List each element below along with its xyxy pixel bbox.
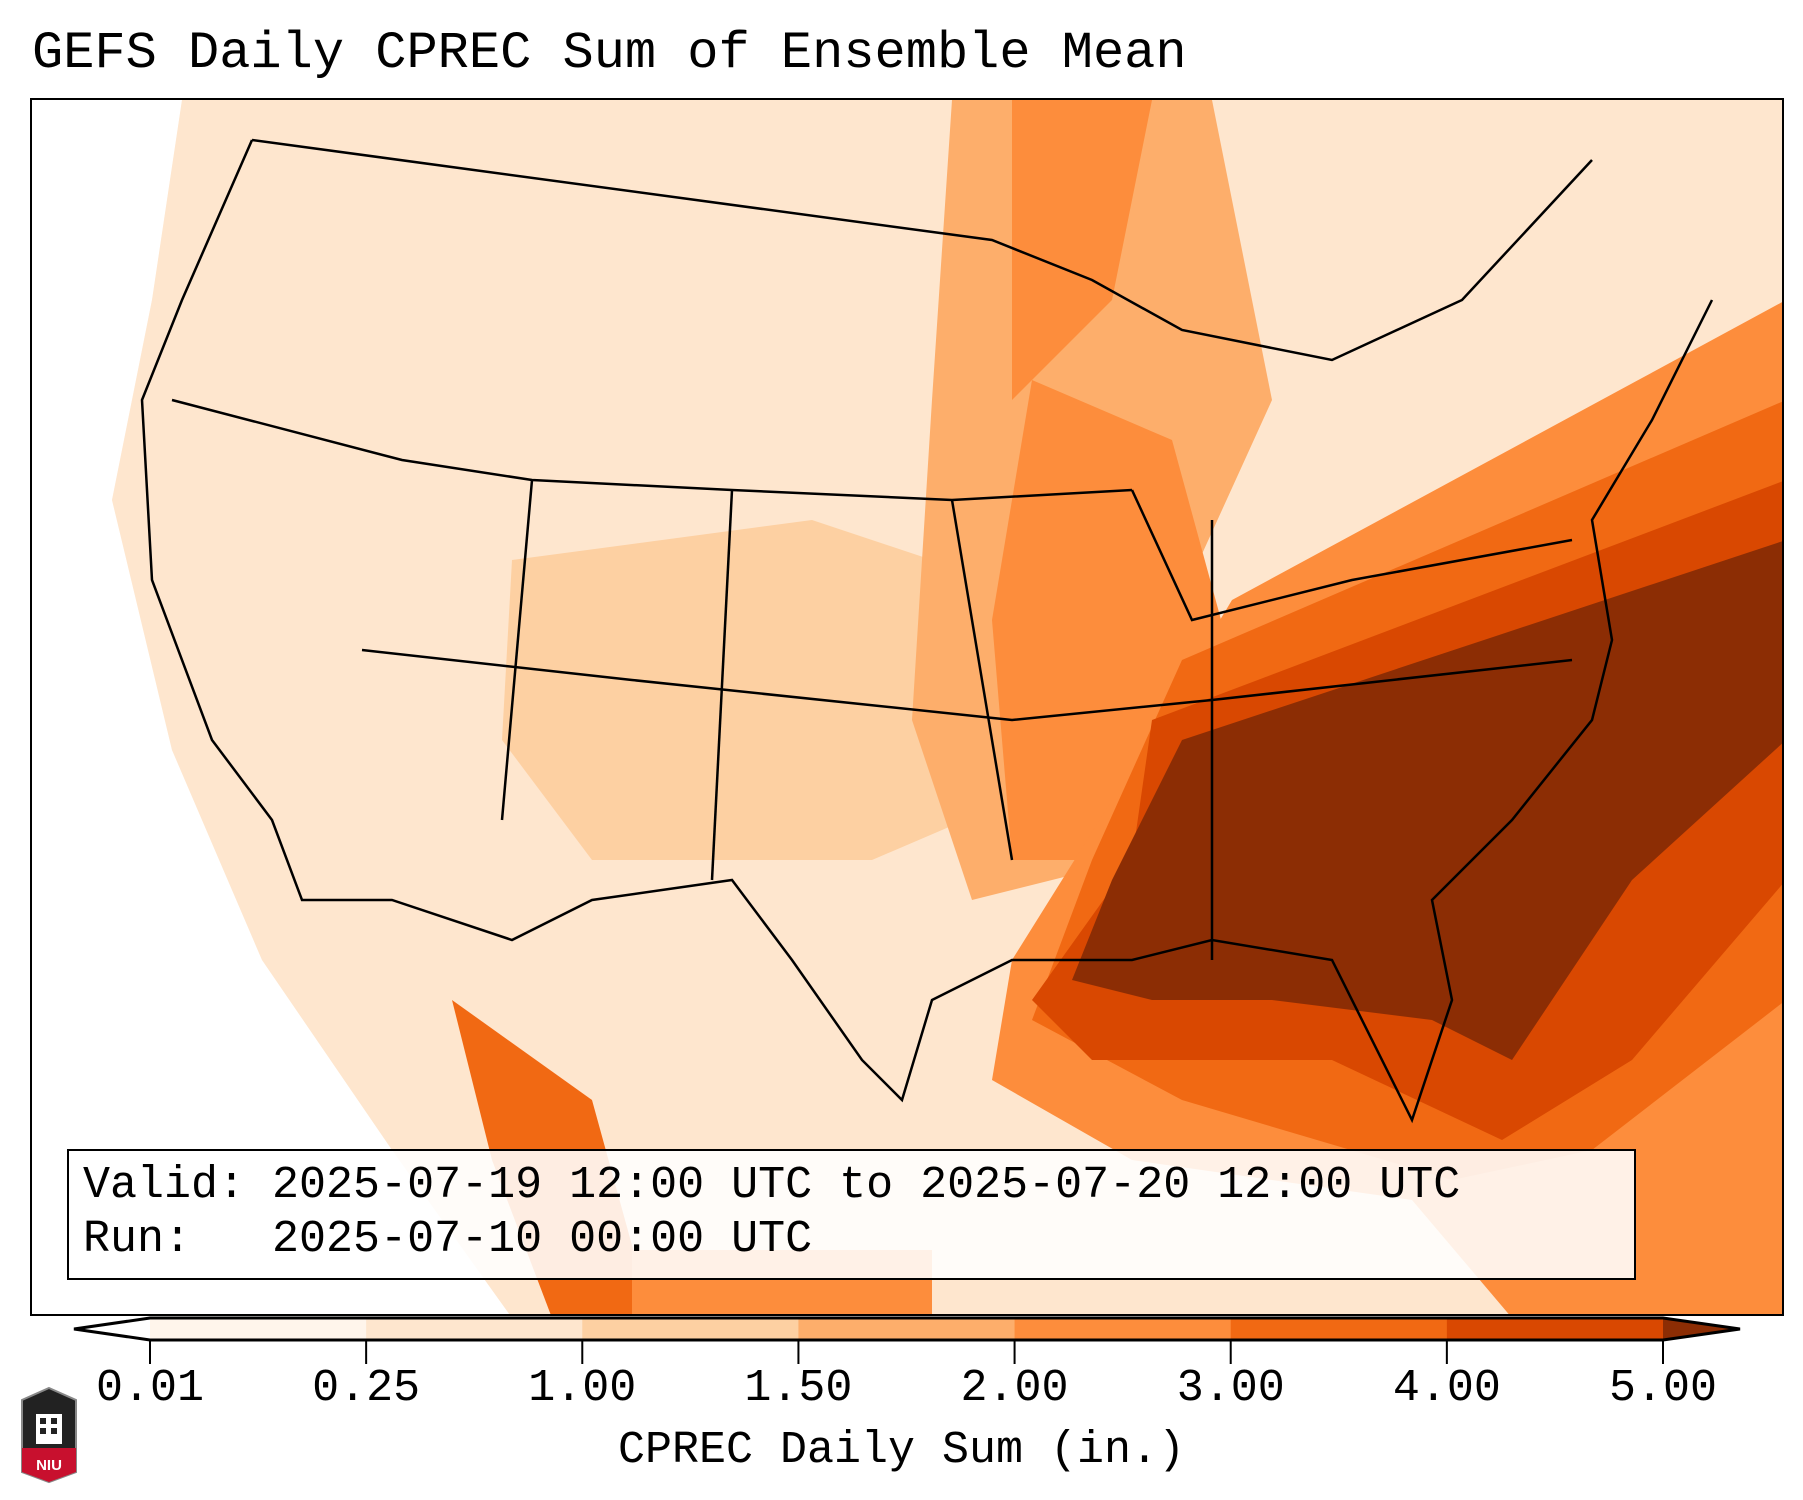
- colorbar-tick-label: 5.00: [1608, 1363, 1718, 1414]
- colorbar-under-extension: [74, 1318, 150, 1340]
- colorbar-tick-label: 3.00: [1176, 1363, 1285, 1414]
- map-title: GEFS Daily CPREC Sum of Ensemble Mean: [32, 24, 1187, 83]
- colorbar-tick-label: 0.25: [312, 1363, 421, 1414]
- boundary-lines: [140, 138, 1714, 1124]
- valid-label: Valid:: [83, 1160, 246, 1211]
- colorbar-tick-label: 4.00: [1392, 1363, 1501, 1414]
- colorbar-segment: [150, 1318, 367, 1340]
- colorbar-tick-label: 0.01: [95, 1363, 205, 1414]
- precipitation-map: [32, 100, 1782, 1314]
- colorbar-segment: [582, 1318, 799, 1340]
- colorbar-label: CPREC Daily Sum (in.): [617, 1425, 1186, 1476]
- colorbar: [73, 1316, 1741, 1364]
- niu-logo: NIU: [21, 1386, 77, 1484]
- colorbar-segment: [366, 1318, 583, 1340]
- colorbar-segment: [1446, 1318, 1664, 1340]
- colorbar-segment: [1230, 1318, 1448, 1340]
- colorbar-tick-label: 1.00: [528, 1363, 637, 1414]
- colorbar-over-extension: [1663, 1318, 1740, 1340]
- run-label: Run:: [83, 1214, 192, 1265]
- valid-run-info-box: Valid: 2025-07-19 12:00 UTC to 2025-07-2…: [67, 1149, 1636, 1280]
- svg-text:NIU: NIU: [36, 1457, 62, 1474]
- valid-value: 2025-07-19 12:00 UTC to 2025-07-20 12:00…: [272, 1160, 1461, 1211]
- run-value: 2025-07-10 00:00 UTC: [272, 1214, 813, 1265]
- colorbar-segment: [798, 1318, 1016, 1340]
- colorbar-tick-label: 1.50: [744, 1363, 853, 1414]
- colorbar-tick-label: 2.00: [960, 1363, 1069, 1414]
- colorbar-segment: [1014, 1318, 1232, 1340]
- map-panel: [30, 98, 1784, 1316]
